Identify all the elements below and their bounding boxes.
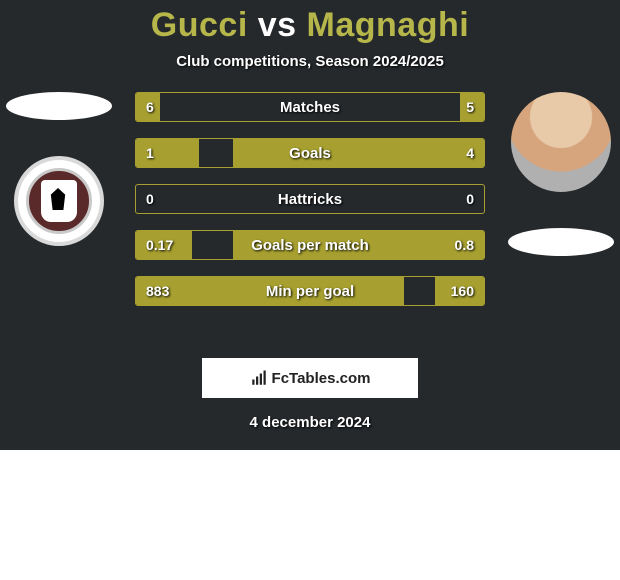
stat-value-right: 5 [466,93,474,121]
left-name-ellipse [6,92,112,120]
left-club-badge-inner [26,168,92,234]
stat-row-matches: 6 Matches 5 [135,92,485,122]
stat-label: Goals per match [136,231,484,259]
stat-row-gpm: 0.17 Goals per match 0.8 [135,230,485,260]
title-left-name: Gucci [151,6,248,44]
subtitle: Club competitions, Season 2024/2025 [0,53,620,70]
title-right-name: Magnaghi [307,6,470,44]
left-player-column [4,92,114,246]
title-separator: vs [258,6,297,44]
stat-label: Goals [136,139,484,167]
page-title: Gucci vs Magnaghi [0,6,620,45]
stat-row-mpg: 883 Min per goal 160 [135,276,485,306]
left-club-badge [14,156,104,246]
bar-chart-icon [250,369,268,387]
stat-value-right: 160 [451,277,474,305]
stat-value-right: 0.8 [455,231,474,259]
right-player-column [506,92,616,256]
shield-icon [41,180,77,222]
brand-text: FcTables.com [272,370,371,387]
stat-value-right: 4 [466,139,474,167]
comparison-card: Gucci vs Magnaghi Club competitions, Sea… [0,0,620,450]
stat-label: Min per goal [136,277,484,305]
brand-box: FcTables.com [202,358,418,398]
content-area: 6 Matches 5 1 Goals 4 0 Hattricks 0 [0,92,620,352]
right-name-ellipse [508,228,614,256]
stat-label: Hattricks [136,185,484,213]
stat-label: Matches [136,93,484,121]
stat-bars: 6 Matches 5 1 Goals 4 0 Hattricks 0 [135,92,485,322]
stat-row-goals: 1 Goals 4 [135,138,485,168]
stat-row-hattricks: 0 Hattricks 0 [135,184,485,214]
right-player-avatar [511,92,611,192]
stat-value-right: 0 [466,185,474,213]
date-text: 4 december 2024 [0,414,620,431]
